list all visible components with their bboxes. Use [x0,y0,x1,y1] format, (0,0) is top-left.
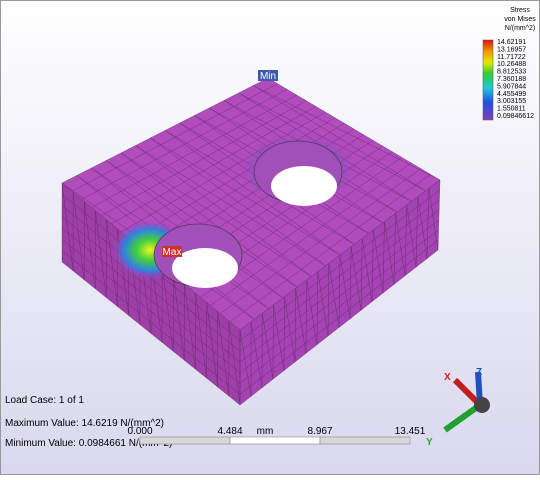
hole-through [271,166,337,206]
legend-value: 14.62191 [497,39,526,46]
legend-title: von Mises [504,16,536,23]
triad-z-label: Z [476,367,482,378]
load-case: Load Case: 1 of 1 [5,395,84,406]
scale-tick: 8.967 [307,426,332,437]
legend-title: Stress [510,7,530,14]
scale-segment [140,437,230,444]
scale-tick: 0.000 [127,426,152,437]
scale-tick: 13.451 [395,426,426,437]
legend-value: 7.360188 [497,76,526,83]
scale-tick: 4.484 [217,426,242,437]
max-label: Max [163,247,182,258]
legend-value: 3.003155 [497,98,526,105]
scale-unit: mm [257,426,274,437]
legend-value: 4.455499 [497,91,526,98]
min-label: Min [260,71,276,82]
legend-value: 1.550811 [497,106,526,113]
legend-title: N/(mm^2) [505,25,536,32]
color-bar [483,40,493,120]
legend-value: 8.812533 [497,69,526,76]
scale-segment [230,437,320,444]
legend-value: 5.907844 [497,83,526,90]
triad-origin [474,397,490,413]
scale-segment [320,437,410,444]
triad-y-label: Y [426,437,433,448]
legend-value: 0.09846612 [497,113,534,120]
legend-value: 10.26488 [497,61,526,68]
legend-value: 11.71722 [497,54,526,61]
triad-x-label: X [444,372,451,383]
legend-value: 13.16957 [497,46,526,53]
